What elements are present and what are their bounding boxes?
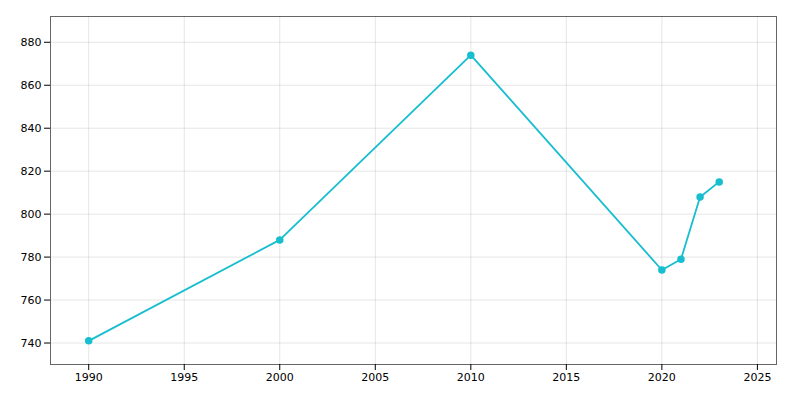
svg-text:2025: 2025	[743, 371, 771, 384]
svg-text:740: 740	[21, 337, 42, 350]
svg-text:820: 820	[21, 165, 42, 178]
svg-text:1995: 1995	[170, 371, 198, 384]
svg-text:2010: 2010	[457, 371, 485, 384]
svg-text:2005: 2005	[361, 371, 389, 384]
svg-text:880: 880	[21, 36, 42, 49]
svg-text:800: 800	[21, 208, 42, 221]
svg-text:780: 780	[21, 251, 42, 264]
svg-text:760: 760	[21, 294, 42, 307]
svg-text:2000: 2000	[266, 371, 294, 384]
svg-text:2015: 2015	[552, 371, 580, 384]
svg-text:860: 860	[21, 79, 42, 92]
svg-text:1990: 1990	[75, 371, 103, 384]
svg-text:840: 840	[21, 122, 42, 135]
svg-text:2020: 2020	[648, 371, 676, 384]
